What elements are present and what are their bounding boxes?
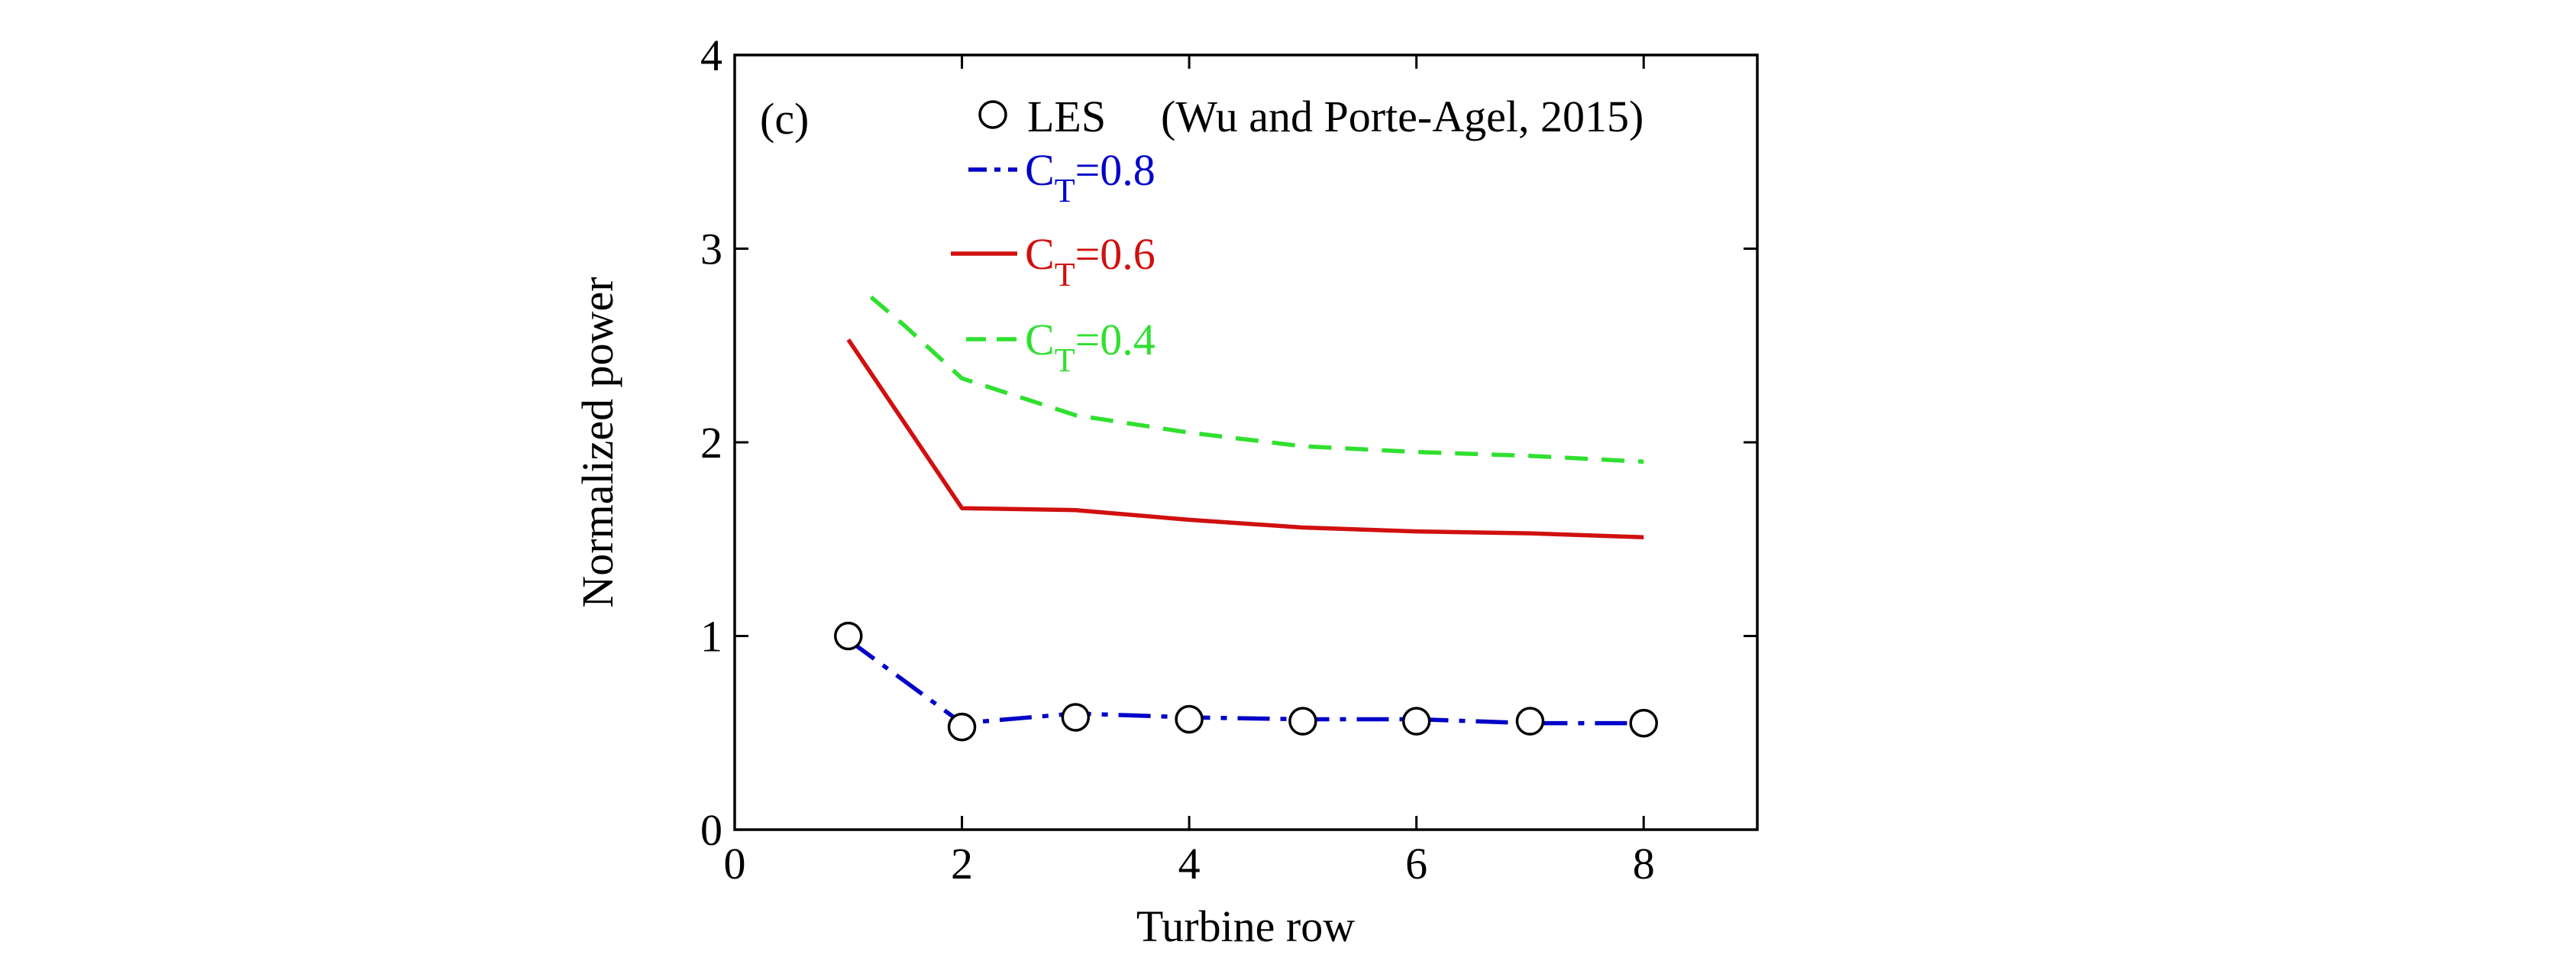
data-point: [1629, 708, 1658, 738]
data-point: [1061, 703, 1091, 732]
series-line: [847, 638, 1644, 726]
legend-citation: (Wu and Porte-Agel, 2015): [1161, 92, 1644, 141]
legend-entry-CT=0.6: CT=0.6: [951, 229, 1155, 293]
series-CT=0.4: [869, 295, 1644, 464]
data-point: [1175, 704, 1204, 734]
series-LES: [834, 621, 1658, 742]
series-layer: [834, 295, 1658, 742]
panel-label: (c): [760, 94, 809, 144]
y-tick-label: 0: [700, 805, 722, 855]
data-point: [947, 712, 977, 742]
series-line: [846, 338, 1644, 539]
legend-label: LES: [1027, 92, 1106, 141]
series-CT=0.6: [846, 338, 1644, 539]
legend-entry-les: LES (Wu and Porte-Agel, 2015): [978, 92, 1644, 141]
legend-entry-CT=0.8: CT=0.8: [968, 145, 1155, 209]
y-tick-label: 1: [700, 612, 722, 662]
legend-marker: [978, 100, 1007, 129]
legend: LES (Wu and Porte-Agel, 2015)CT=0.8 CT=0.6…: [951, 92, 1644, 379]
legend-label: CT=0.8: [1025, 145, 1155, 209]
data-point: [834, 621, 863, 651]
data-point: [1288, 707, 1317, 736]
x-tick-label: 0: [724, 839, 746, 888]
x-tick-label: 8: [1633, 839, 1655, 888]
legend-entry-CT=0.4: CT=0.4: [966, 315, 1155, 379]
data-point: [1515, 707, 1545, 736]
y-tick-label: 4: [700, 31, 722, 80]
y-tick-label: 3: [700, 225, 722, 274]
x-axis-label: Turbine row: [1136, 901, 1355, 951]
x-tick-label: 4: [1178, 839, 1201, 888]
legend-label: CT=0.4: [1025, 315, 1155, 379]
y-tick-label: 2: [700, 418, 722, 468]
legend-label: CT=0.6: [1025, 229, 1155, 293]
plot-area: [733, 53, 1759, 831]
data-point: [1401, 707, 1431, 736]
x-tick-label: 6: [1405, 839, 1427, 888]
y-axis-label: Normalized power: [573, 277, 622, 607]
series-CT=0.8: [847, 638, 1644, 726]
x-tick-label: 2: [951, 839, 973, 888]
series-line: [869, 295, 1644, 464]
axis-ticks: 0 2 4 6 8 0 1 2 3 4: [700, 31, 1757, 888]
